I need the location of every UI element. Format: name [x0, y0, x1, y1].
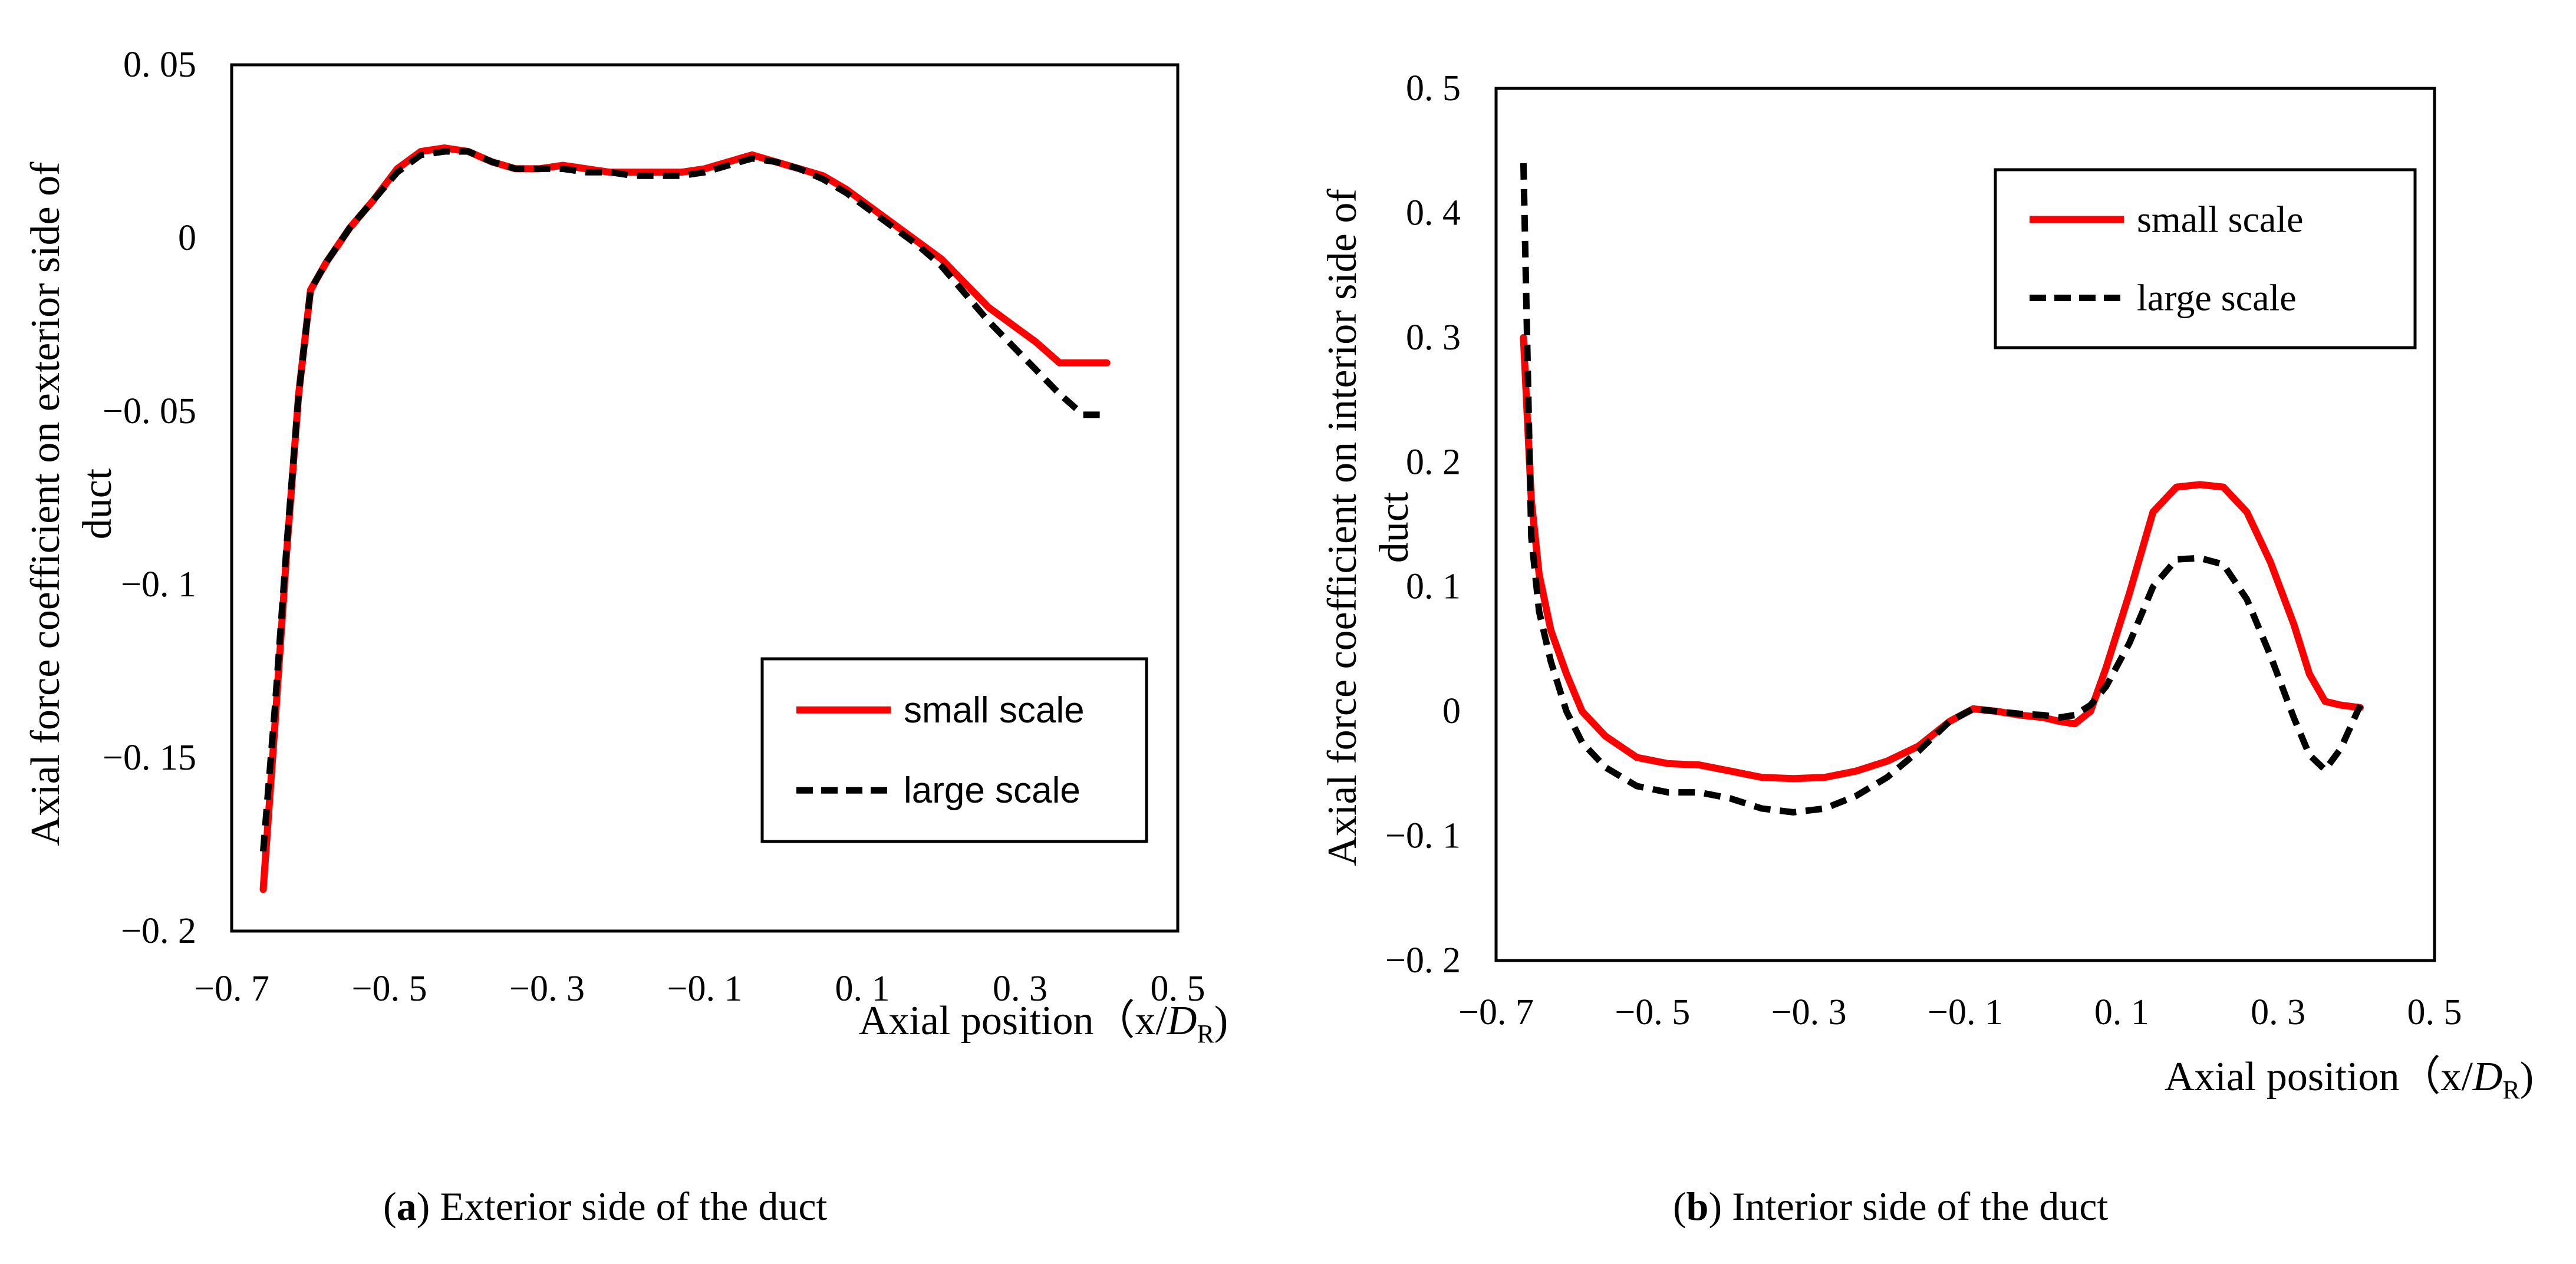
chart-b: −0. 2 −0. 1 0 0. 1 0. 2 0. 3 0. 4 0. 5 −0. 7 −0. …	[1320, 68, 2534, 1104]
y-tick-label: −0. 1	[121, 565, 196, 605]
x-axis-label: Axial position（x/DR)	[859, 998, 1228, 1048]
y-tick-label: 0. 2	[1406, 442, 1461, 482]
legend: small scale large scale	[1994, 168, 2417, 349]
y-tick-label: −0. 2	[121, 911, 196, 951]
caption-a-text: Exterior side of the duct	[440, 1184, 828, 1229]
x-tick-label: −0. 3	[509, 969, 585, 1009]
x-tick-label: −0. 7	[194, 969, 269, 1009]
series-line-small-scale	[1520, 334, 2364, 783]
plot-frame	[230, 63, 1180, 933]
x-tick-label: 0. 3	[993, 969, 1047, 1009]
y-tick-label: 0. 4	[1406, 193, 1461, 233]
caption-a-letter: a	[396, 1184, 417, 1229]
legend-box	[1994, 168, 2417, 349]
y-tick-label: −0. 05	[103, 391, 196, 431]
y-tick-label: 0	[178, 218, 196, 258]
legend-label: small scale	[904, 690, 1085, 731]
caption-b: (b) Interior side of the duct	[1673, 1184, 2109, 1229]
x-tick-label: −0. 1	[1928, 992, 2003, 1032]
y-tick-label: 0. 5	[1406, 68, 1461, 108]
caption-b-letter: b	[1686, 1184, 1709, 1229]
caption-b-text: Interior side of the duct	[1732, 1184, 2109, 1229]
x-tick-label: 0. 3	[2251, 992, 2305, 1032]
y-tick-label: 0. 05	[123, 45, 196, 85]
x-tick-label: −0. 1	[667, 969, 743, 1009]
x-tick-label: −0. 5	[1615, 992, 1690, 1032]
legend: small scale large scale	[760, 657, 1148, 843]
legend-label: large scale	[2137, 276, 2297, 318]
chart-a: −0. 2 −0. 15 −0. 1 −0. 05 0 0. 05 −0. 7 −0. 5 −0…	[23, 45, 1228, 1048]
legend-box	[760, 657, 1148, 843]
x-tick-label: −0. 5	[352, 969, 427, 1009]
caption-a: (a) Exterior side of the duct	[383, 1184, 828, 1229]
x-axis-label: Axial position（x/DR)	[2165, 1054, 2534, 1104]
y-tick-label: −0. 2	[1385, 940, 1461, 981]
series-line-large-scale	[260, 148, 1107, 852]
series-line-large-scale	[1520, 163, 2364, 816]
x-tick-label: 0. 1	[835, 969, 890, 1009]
y-axis-label: Axial force coefficient on exterior side…	[23, 161, 120, 846]
x-tick-label: 0. 1	[2094, 992, 2149, 1032]
y-tick-label: −0. 15	[103, 738, 196, 778]
x-tick-label: −0. 7	[1458, 992, 1534, 1032]
y-tick-label: 0. 1	[1406, 567, 1461, 607]
legend-label: small scale	[2137, 199, 2304, 240]
legend-label: large scale	[904, 770, 1081, 811]
y-tick-label: 0. 3	[1406, 318, 1461, 358]
x-tick-label: 0. 5	[1151, 969, 1205, 1009]
y-tick-label: 0	[1442, 691, 1461, 731]
plot-frame	[1494, 87, 2436, 962]
y-tick-label: −0. 1	[1385, 816, 1461, 856]
y-axis-label: Axial force coefficient on interior side…	[1320, 189, 1417, 866]
x-tick-label: −0. 3	[1771, 992, 1847, 1032]
x-tick-label: 0. 5	[2407, 992, 2462, 1032]
